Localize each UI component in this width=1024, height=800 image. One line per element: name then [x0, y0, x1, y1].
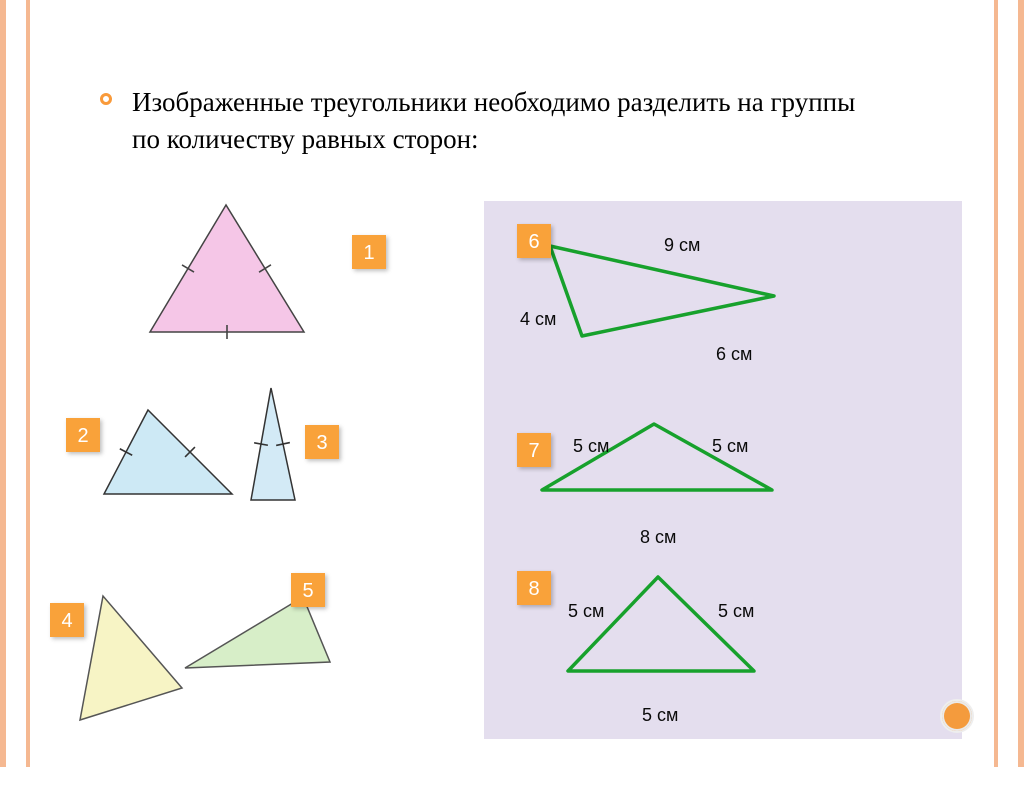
- right-panel: 9 см 4 см 6 см 5 см 5 см 8 см 5 см 5 см 5 см: [484, 201, 962, 739]
- side-label: 5 см: [642, 705, 678, 726]
- side-label: 5 см: [712, 436, 748, 457]
- side-label: 6 см: [716, 344, 752, 365]
- number-box-2: 2: [66, 418, 100, 452]
- nav-dot-icon[interactable]: [940, 699, 974, 733]
- number-box-8: 8: [517, 571, 551, 605]
- side-label: 5 см: [718, 601, 754, 622]
- side-label: 5 см: [573, 436, 609, 457]
- number-box-6: 6: [517, 224, 551, 258]
- number-box-5: 5: [291, 573, 325, 607]
- triangle-8: [484, 201, 962, 739]
- number-box-4: 4: [50, 603, 84, 637]
- number-box-7: 7: [517, 433, 551, 467]
- side-label: 9 см: [664, 235, 700, 256]
- side-label: 8 см: [640, 527, 676, 548]
- triangle-5: [0, 0, 500, 800]
- side-label: 5 см: [568, 601, 604, 622]
- number-box-3: 3: [305, 425, 339, 459]
- side-label: 4 см: [520, 309, 556, 330]
- number-box-1: 1: [352, 235, 386, 269]
